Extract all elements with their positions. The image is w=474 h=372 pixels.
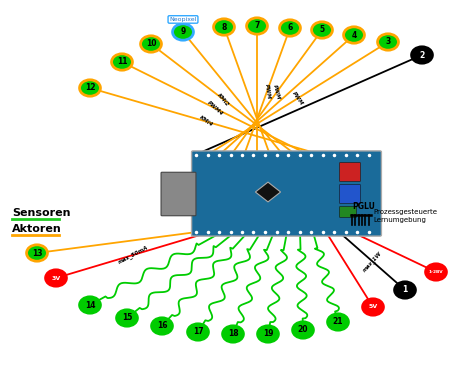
Text: 1-2BV: 1-2BV xyxy=(428,270,443,274)
Circle shape xyxy=(188,324,209,340)
FancyBboxPatch shape xyxy=(339,163,360,182)
Circle shape xyxy=(257,326,278,342)
Polygon shape xyxy=(255,182,281,202)
Circle shape xyxy=(246,18,267,34)
Text: 6: 6 xyxy=(287,23,292,32)
Circle shape xyxy=(141,36,162,52)
Circle shape xyxy=(292,322,313,338)
Circle shape xyxy=(280,20,301,36)
Circle shape xyxy=(46,270,66,286)
Text: Sensoren: Sensoren xyxy=(12,208,71,218)
Text: 20: 20 xyxy=(298,326,308,334)
Text: 8: 8 xyxy=(221,22,227,32)
Circle shape xyxy=(152,318,173,334)
Circle shape xyxy=(411,47,432,63)
Circle shape xyxy=(311,22,332,38)
Text: 3V: 3V xyxy=(51,276,61,280)
Text: 4: 4 xyxy=(351,31,356,39)
Text: PWM: PWM xyxy=(291,91,304,106)
Circle shape xyxy=(80,297,100,313)
Text: KMi2: KMi2 xyxy=(217,92,230,107)
Text: 5: 5 xyxy=(319,26,325,35)
Text: 12: 12 xyxy=(85,83,95,93)
Text: 5V: 5V xyxy=(368,305,378,310)
Text: 10: 10 xyxy=(146,39,156,48)
Text: PWM: PWM xyxy=(264,83,271,100)
Text: 7: 7 xyxy=(255,22,260,31)
Circle shape xyxy=(214,19,235,35)
Text: PWM: PWM xyxy=(272,84,281,101)
Text: 1: 1 xyxy=(402,285,408,295)
Circle shape xyxy=(111,54,132,70)
Circle shape xyxy=(328,314,348,330)
Circle shape xyxy=(117,310,137,326)
Circle shape xyxy=(173,24,193,40)
Circle shape xyxy=(344,27,365,43)
Text: 18: 18 xyxy=(228,330,238,339)
Text: Lernumgebung: Lernumgebung xyxy=(374,218,427,224)
FancyBboxPatch shape xyxy=(339,206,356,217)
Circle shape xyxy=(27,245,47,261)
Text: Prozessgesteuerte: Prozessgesteuerte xyxy=(374,209,438,215)
Text: 9: 9 xyxy=(181,28,186,36)
Circle shape xyxy=(394,282,415,298)
Text: 17: 17 xyxy=(193,327,203,337)
FancyBboxPatch shape xyxy=(191,151,382,236)
Text: 14: 14 xyxy=(85,301,95,310)
Text: 2: 2 xyxy=(419,51,425,60)
Text: max_50mA: max_50mA xyxy=(117,244,149,266)
Text: 19: 19 xyxy=(263,330,273,339)
Text: 3: 3 xyxy=(385,38,391,46)
FancyBboxPatch shape xyxy=(339,185,360,203)
FancyBboxPatch shape xyxy=(161,172,196,216)
Circle shape xyxy=(80,80,100,96)
Circle shape xyxy=(223,326,244,342)
Text: PGLU: PGLU xyxy=(352,202,375,211)
Text: KMi4: KMi4 xyxy=(198,115,214,128)
Circle shape xyxy=(426,264,447,280)
Text: 15: 15 xyxy=(122,314,132,323)
Text: 21: 21 xyxy=(333,317,343,327)
Text: PWM4: PWM4 xyxy=(207,100,224,117)
Text: 16: 16 xyxy=(157,321,167,330)
Text: Aktoren: Aktoren xyxy=(12,224,62,234)
Circle shape xyxy=(378,34,399,50)
Text: 13: 13 xyxy=(32,248,42,257)
Text: 11: 11 xyxy=(117,58,127,67)
Text: max_1W: max_1W xyxy=(361,250,383,273)
Circle shape xyxy=(363,299,383,315)
Text: Neopixel: Neopixel xyxy=(169,17,197,22)
